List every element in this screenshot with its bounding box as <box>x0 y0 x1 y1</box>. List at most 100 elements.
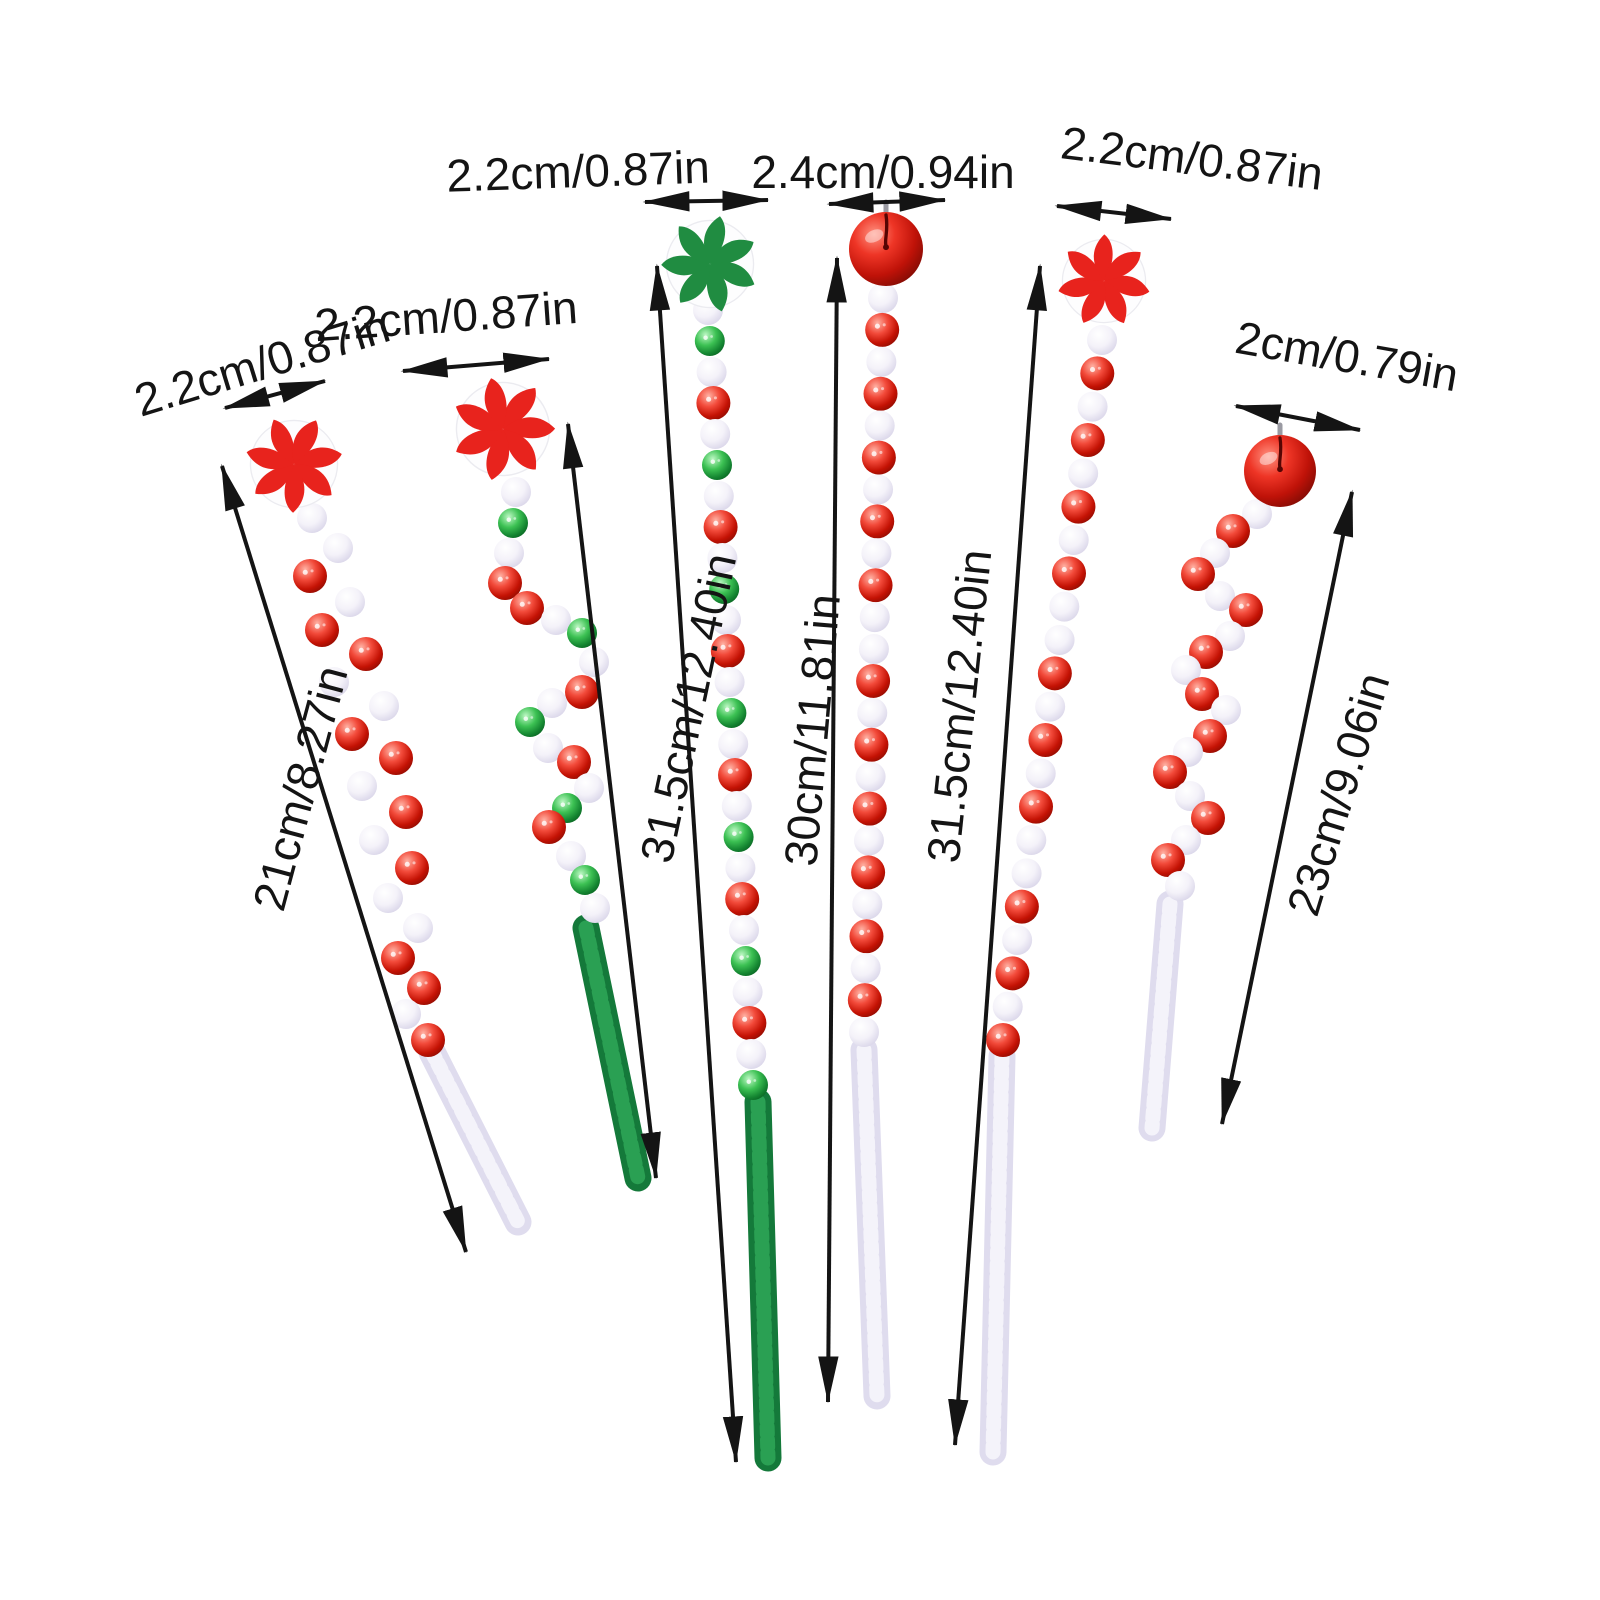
bead-white <box>501 477 531 507</box>
bead-white <box>1077 391 1108 422</box>
chenille-stem-texture <box>1144 896 1178 1136</box>
bead-white <box>1035 691 1066 722</box>
bead-green <box>702 450 732 480</box>
measurement-arrows <box>220 190 1362 1464</box>
bead-white <box>541 605 571 635</box>
bead-white <box>863 474 894 505</box>
bead-white <box>853 825 884 856</box>
stick-4-bell-straight <box>847 199 923 1410</box>
bead-red <box>865 312 900 347</box>
bead-red <box>703 510 738 544</box>
bead-red <box>860 504 895 539</box>
length-arrow-stick4 <box>818 255 847 1404</box>
bead-white <box>696 357 727 387</box>
bead-red <box>1153 755 1187 789</box>
bead-green <box>716 698 747 728</box>
bead-green <box>498 508 528 538</box>
bead-white <box>855 761 886 792</box>
bead-white <box>533 733 563 763</box>
bead-red <box>847 983 882 1018</box>
stick-6-bell-zigzag <box>1138 422 1316 1142</box>
bead-red <box>851 855 886 890</box>
bead-sticks-layer <box>246 199 1316 1472</box>
bead-red <box>861 440 896 475</box>
bead-red <box>696 386 731 420</box>
bead-red <box>854 727 889 762</box>
bead-white <box>580 893 610 923</box>
width-label-stick4: 2.4cm/0.94in <box>751 146 1014 198</box>
bead-white <box>732 977 763 1007</box>
width-arrow-stick1 <box>222 379 327 410</box>
jingle-bell-red-icon <box>849 199 923 286</box>
peppermint-candy-red-icon <box>1058 234 1150 324</box>
bead-red <box>411 1023 445 1057</box>
width-label-stick6: 2cm/0.79in <box>1232 311 1463 401</box>
bead-red <box>1052 556 1086 591</box>
bead-red <box>407 971 441 1005</box>
chenille-stem-texture <box>856 1042 885 1404</box>
width-label-stick2: 2.2cm/0.87in <box>313 281 579 351</box>
bead-white <box>403 913 433 943</box>
length-arrow-stick6 <box>1220 489 1354 1126</box>
bead-white <box>721 791 752 821</box>
bead-red <box>1070 423 1105 457</box>
bead-white <box>850 953 881 984</box>
bead-white <box>1175 781 1205 811</box>
bead-white <box>347 771 377 801</box>
bead-white <box>868 283 898 313</box>
bead-white <box>1002 925 1033 955</box>
width-arrow-stick2 <box>400 352 551 378</box>
chenille-stem-texture <box>750 1094 776 1466</box>
bead-white <box>859 602 890 633</box>
bead-white <box>736 1039 767 1069</box>
length-arrow-stick5 <box>948 263 1047 1447</box>
bead-white <box>359 825 389 855</box>
bead-red <box>1181 557 1215 591</box>
bead-red <box>349 637 383 671</box>
jingle-bell-red-icon <box>1244 422 1316 507</box>
bead-white <box>725 853 756 883</box>
bead-white <box>857 697 888 728</box>
bead-red <box>725 882 760 916</box>
width-arrow-stick3 <box>642 190 770 212</box>
bead-red <box>1193 719 1227 753</box>
bead-white <box>858 634 889 665</box>
bead-white <box>1058 525 1089 555</box>
peppermint-candy-green-icon <box>661 216 755 312</box>
bead-red <box>565 675 599 709</box>
bead-white <box>494 538 524 568</box>
bead-white <box>849 1017 879 1047</box>
bead-white <box>323 533 353 563</box>
stick-5-candy-red-straight <box>979 234 1150 1466</box>
chenille-stem-texture <box>985 1048 1010 1460</box>
bead-red <box>1080 356 1115 391</box>
bead-red <box>1004 889 1039 924</box>
length-label-stick4: 30cm/11.81in <box>774 592 850 868</box>
bead-red <box>379 741 413 775</box>
bead-white <box>1087 325 1117 355</box>
bead-red <box>852 791 887 826</box>
length-arrow-stick1 <box>220 463 468 1254</box>
length-label-stick6: 23cm/9.06in <box>1277 667 1400 922</box>
bead-red <box>395 851 429 885</box>
bead-white <box>1165 871 1195 901</box>
width-label-stick5: 2.2cm/0.87in <box>1058 116 1326 200</box>
bead-red <box>863 376 898 411</box>
bead-red <box>856 663 891 698</box>
bead-red <box>858 568 893 603</box>
bead-white <box>1171 655 1201 685</box>
bead-red <box>986 1023 1020 1057</box>
length-arrow-stick3 <box>649 263 744 1464</box>
bead-white <box>1068 458 1099 489</box>
bead-white <box>537 688 567 718</box>
bead-white <box>852 889 883 920</box>
bead-white <box>992 991 1023 1022</box>
bead-white <box>864 410 895 441</box>
bead-red <box>381 941 415 975</box>
bead-white <box>1025 758 1056 789</box>
bead-red <box>532 810 566 844</box>
bead-green <box>515 707 545 737</box>
bead-red <box>718 758 752 792</box>
